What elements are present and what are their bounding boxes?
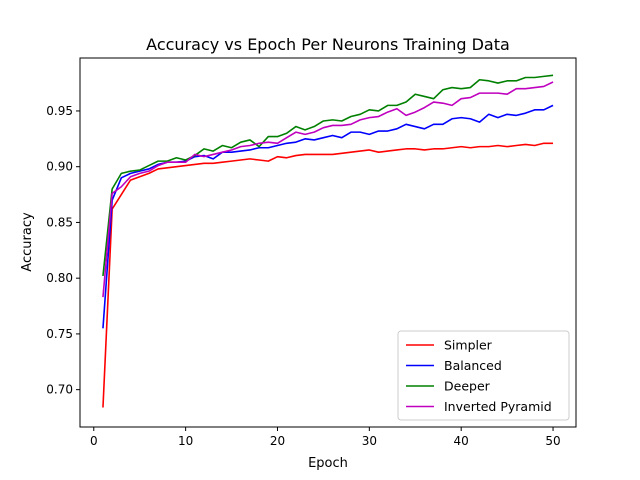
legend: Simpler Balanced Deeper Inverted Pyramid bbox=[397, 330, 570, 421]
x-tick-label: 10 bbox=[178, 434, 193, 448]
y-tick-label: 0.90 bbox=[46, 160, 73, 174]
y-axis-label: Accuracy bbox=[20, 212, 35, 272]
legend-label-balanced: Balanced bbox=[444, 358, 502, 373]
y-tick-label: 0.80 bbox=[46, 271, 73, 285]
series-line-inverted-pyramid bbox=[102, 81, 554, 298]
legend-label-simpler: Simpler bbox=[444, 338, 493, 353]
y-tick-label: 0.95 bbox=[46, 104, 73, 118]
legend-box bbox=[397, 330, 570, 421]
series-line-deeper bbox=[102, 74, 554, 277]
x-axis-label: Epoch bbox=[308, 456, 348, 471]
legend-label-deeper: Deeper bbox=[444, 379, 491, 394]
x-tick-label: 40 bbox=[454, 434, 469, 448]
x-tick-label: 30 bbox=[362, 434, 377, 448]
axes-frame bbox=[79, 57, 577, 428]
series-line-simpler bbox=[102, 142, 554, 408]
axis-ticks: 0 10 20 30 40 50 0.70 0.75 0.80 0.85 0.90 0.95 bbox=[46, 104, 560, 448]
x-tick-label: 50 bbox=[545, 434, 560, 448]
x-tick-label: 0 bbox=[90, 434, 98, 448]
legend-label-inverted-pyramid: Inverted Pyramid bbox=[444, 399, 552, 414]
x-tick-label: 20 bbox=[270, 434, 285, 448]
y-tick-label: 0.85 bbox=[46, 215, 73, 229]
y-tick-label: 0.70 bbox=[46, 383, 73, 397]
chart-title: Accuracy vs Epoch Per Neurons Training D… bbox=[146, 35, 510, 54]
y-tick-label: 0.75 bbox=[46, 327, 73, 341]
plot-area bbox=[102, 74, 554, 408]
